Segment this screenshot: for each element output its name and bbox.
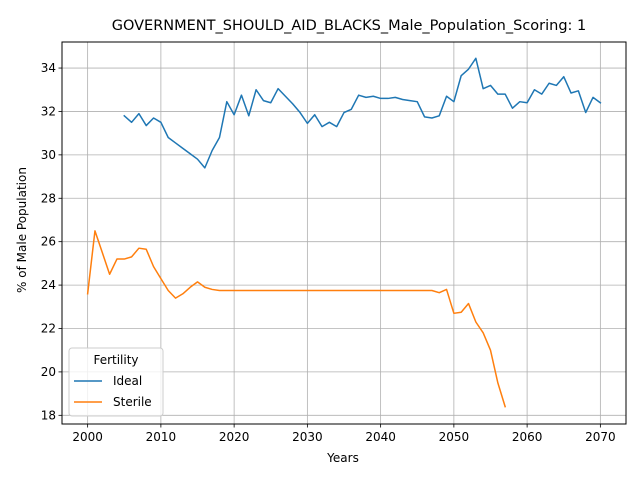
- y-axis-label: % of Male Population: [15, 167, 29, 293]
- series-layer: [86, 57, 602, 408]
- x-tick-label: 2070: [585, 430, 616, 444]
- legend-title: Fertility: [93, 353, 138, 367]
- legend: Fertility Ideal Sterile: [68, 347, 164, 417]
- y-tick-label: 34: [41, 61, 56, 75]
- x-tick-label: 2060: [512, 430, 543, 444]
- legend-entry-sterile: Sterile: [113, 395, 152, 409]
- x-axis-ticks: 2000 2010 2020 2030 2040 2050 2060 2070: [72, 424, 616, 444]
- y-tick-label: 26: [41, 235, 56, 249]
- y-tick-label: 32: [41, 104, 56, 118]
- y-axis-ticks: 18 20 22 24 26 28 30 32 34: [41, 61, 62, 422]
- series-line-sterile: [86, 230, 507, 408]
- plot-area-frame: [61, 41, 627, 425]
- y-tick-label: 28: [41, 191, 56, 205]
- legend-box: [68, 347, 164, 417]
- x-tick-label: 2050: [439, 430, 470, 444]
- y-tick-label: 22: [41, 322, 56, 336]
- series-line-ideal: [123, 57, 602, 169]
- x-tick-label: 2010: [146, 430, 177, 444]
- x-tick-label: 2020: [219, 430, 250, 444]
- y-tick-label: 30: [41, 148, 56, 162]
- chart-title: GOVERNMENT_SHOULD_AID_BLACKS_Male_Popula…: [112, 18, 587, 34]
- y-tick-label: 24: [41, 278, 56, 292]
- x-axis-label: Years: [326, 451, 359, 465]
- y-tick-label: 20: [41, 365, 56, 379]
- x-tick-label: 2040: [365, 430, 396, 444]
- legend-entry-ideal: Ideal: [113, 374, 142, 388]
- x-tick-label: 2030: [292, 430, 323, 444]
- x-tick-label: 2000: [72, 430, 103, 444]
- y-tick-label: 18: [41, 408, 56, 422]
